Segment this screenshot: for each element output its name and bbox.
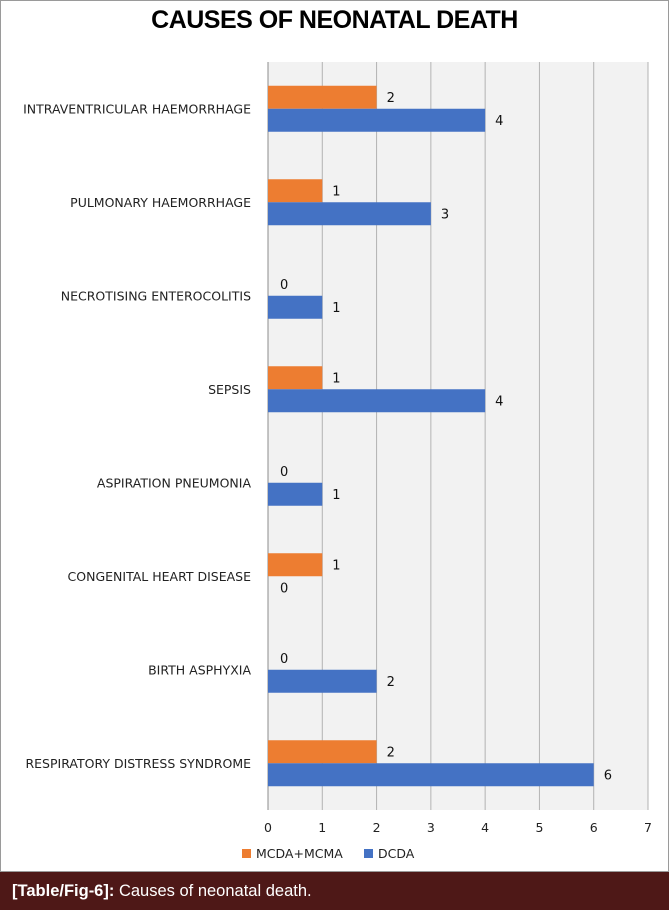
data-label: 2 bbox=[387, 675, 395, 690]
bar-mcda-mcma bbox=[268, 553, 323, 577]
bar-dcda bbox=[268, 482, 323, 506]
caption-text: Causes of neonatal death. bbox=[114, 882, 312, 900]
x-tick-label: 7 bbox=[644, 820, 652, 835]
data-label: 1 bbox=[332, 301, 340, 316]
bar-dcda bbox=[268, 389, 486, 413]
bar-mcda-mcma bbox=[268, 179, 323, 203]
bar-mcda-mcma bbox=[268, 85, 377, 109]
data-label: 6 bbox=[604, 768, 612, 783]
x-tick-label: 2 bbox=[373, 820, 381, 835]
category-label: ASPIRATION PNEUMONIA bbox=[97, 475, 252, 490]
bar-mcda-mcma bbox=[268, 740, 377, 764]
bar-dcda bbox=[268, 669, 377, 693]
x-tick-label: 5 bbox=[535, 820, 543, 835]
category-label: SEPSIS bbox=[208, 382, 251, 397]
x-tick-label: 6 bbox=[590, 820, 598, 835]
legend: MCDA+MCMA DCDA bbox=[242, 846, 415, 861]
data-labels: 2 4 1 3 0 1 1 4 0 1 1 0 0 2 2 6 bbox=[280, 91, 612, 784]
data-label: 1 bbox=[332, 371, 340, 386]
data-label: 1 bbox=[332, 558, 340, 573]
data-label: 3 bbox=[441, 207, 449, 222]
legend-label: MCDA+MCMA bbox=[256, 846, 343, 861]
x-tick-labels: 0 1 2 3 4 5 6 7 bbox=[264, 820, 652, 835]
caption-tag: [Table/Fig-6]: bbox=[12, 882, 115, 900]
data-label: 2 bbox=[387, 745, 395, 760]
data-label: 0 bbox=[280, 465, 288, 480]
x-tick-label: 4 bbox=[481, 820, 489, 835]
legend-label: DCDA bbox=[378, 846, 415, 861]
category-label: CONGENITAL HEART DISEASE bbox=[68, 569, 252, 584]
data-label: 1 bbox=[332, 184, 340, 199]
plot-area bbox=[268, 62, 648, 810]
x-tick-label: 0 bbox=[264, 820, 272, 835]
category-label: NECROTISING ENTEROCOLITIS bbox=[61, 288, 251, 303]
x-tick-label: 3 bbox=[427, 820, 435, 835]
bars bbox=[268, 85, 594, 787]
bar-chart: INTRAVENTRICULAR HAEMORRHAGE PULMONARY HA… bbox=[23, 62, 652, 861]
bar-dcda bbox=[268, 108, 486, 132]
category-label: INTRAVENTRICULAR HAEMORRHAGE bbox=[23, 101, 251, 116]
x-tick-label: 1 bbox=[318, 820, 326, 835]
category-label: PULMONARY HAEMORRHAGE bbox=[70, 195, 251, 210]
data-label: 4 bbox=[495, 394, 503, 409]
category-labels: INTRAVENTRICULAR HAEMORRHAGE PULMONARY HA… bbox=[23, 101, 251, 771]
bar-mcda-mcma bbox=[268, 366, 323, 390]
chart-title: CAUSES OF NEONATAL DEATH bbox=[151, 6, 518, 34]
category-label: RESPIRATORY DISTRESS SYNDROME bbox=[25, 756, 251, 771]
data-label: 0 bbox=[280, 652, 288, 667]
bar-dcda bbox=[268, 763, 594, 787]
figure-caption: [Table/Fig-6]: Causes of neonatal death. bbox=[0, 872, 669, 910]
data-label: 1 bbox=[332, 488, 340, 503]
category-label: BIRTH ASPHYXIA bbox=[148, 662, 251, 677]
data-label: 0 bbox=[280, 581, 288, 596]
bar-dcda bbox=[268, 295, 323, 319]
legend-swatch bbox=[242, 849, 251, 858]
data-label: 0 bbox=[280, 278, 288, 293]
data-label: 2 bbox=[387, 91, 395, 106]
bar-dcda bbox=[268, 202, 431, 226]
data-label: 4 bbox=[495, 114, 503, 129]
legend-swatch bbox=[364, 849, 373, 858]
